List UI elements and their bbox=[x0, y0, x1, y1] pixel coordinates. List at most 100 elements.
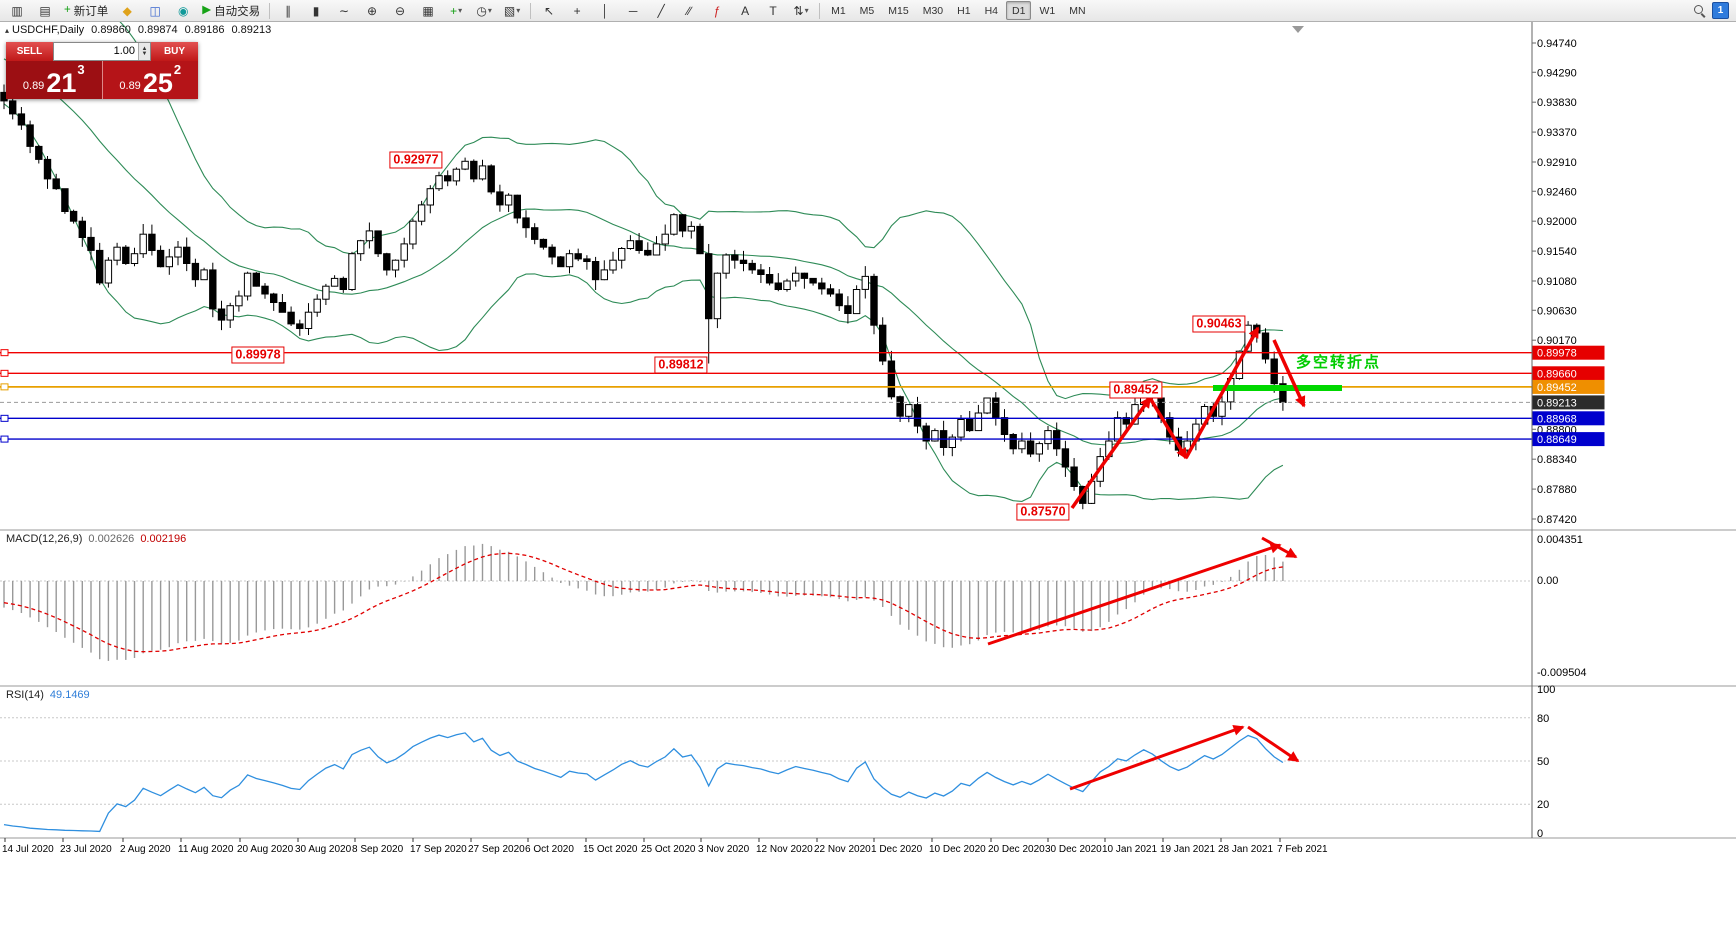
candlestick-chart-icon[interactable]: ▮ bbox=[303, 1, 329, 21]
market-watch-icon[interactable]: ◆ bbox=[114, 1, 140, 21]
timeframe-h1[interactable]: H1 bbox=[957, 4, 971, 17]
label-icon[interactable]: T bbox=[760, 1, 786, 21]
arrows-icon[interactable]: ⇅ ▾ bbox=[788, 1, 814, 21]
horizontal-line-icon[interactable]: ─ bbox=[620, 1, 646, 21]
timeframe-m1[interactable]: M1 bbox=[831, 4, 846, 17]
toolbar-separator bbox=[530, 2, 532, 19]
candle bbox=[174, 246, 182, 258]
new-order-button[interactable]: + 新订单 bbox=[60, 1, 112, 21]
level-line-handle[interactable] bbox=[0, 414, 9, 422]
candle bbox=[322, 285, 330, 300]
date-axis-label: 25 Oct 2020 bbox=[641, 844, 696, 855]
volume-value[interactable]: 1.00 bbox=[113, 45, 135, 57]
navigator-icon: ◉ bbox=[177, 3, 189, 18]
bar-chart-icon[interactable]: ∥ bbox=[275, 1, 301, 21]
macd-signal-line bbox=[3, 552, 1283, 653]
channel-icon[interactable]: ∕∕ bbox=[676, 1, 702, 21]
volume-field[interactable]: 1.00 ▲ ▼ bbox=[53, 42, 151, 61]
navigator-icon[interactable]: ◉ bbox=[170, 1, 196, 21]
autotrading-button[interactable]: ▶ 自动交易 bbox=[198, 1, 264, 21]
cursor-icon[interactable]: ↖ bbox=[536, 1, 562, 21]
zoom-in-icon[interactable]: ⊕ bbox=[359, 1, 385, 21]
arrows-icon: ⇅ bbox=[793, 3, 804, 18]
price-callout[interactable]: 0.90463 bbox=[1192, 315, 1246, 333]
new-chart-icon[interactable]: ▥ bbox=[4, 1, 30, 21]
candle bbox=[61, 188, 69, 212]
autotrading-button-label: 自动交易 bbox=[214, 5, 261, 18]
timeframe-m30[interactable]: M30 bbox=[922, 4, 944, 17]
price-callout[interactable]: 0.87570 bbox=[1016, 503, 1070, 521]
price-axis[interactable]: 0.94740 0.94290 0.93830 0.93370 0.92910 0.924… bbox=[1532, 38, 1605, 840]
timeframe-d1[interactable]: D1 bbox=[1006, 1, 1032, 20]
collapse-icon[interactable]: ▴ bbox=[5, 26, 10, 35]
spinner-up-icon[interactable]: ▲ bbox=[141, 45, 148, 52]
candle bbox=[783, 280, 791, 290]
candle bbox=[1261, 332, 1270, 360]
buy-price[interactable]: 0.89 25 2 bbox=[101, 61, 198, 99]
timeframe-w1[interactable]: W1 bbox=[1039, 4, 1056, 17]
one-click-trading-panel: SELL 1.00 ▲ ▼ BUY 0.89 21 3 0.89 25 2 bbox=[6, 42, 198, 99]
indicators-icon[interactable]: + ▾ bbox=[443, 1, 469, 21]
candle bbox=[365, 230, 374, 242]
timeframe-mn[interactable]: MN bbox=[1069, 4, 1086, 17]
price-callout[interactable]: 0.89812 bbox=[654, 356, 708, 374]
line-chart-icon[interactable]: ∼ bbox=[331, 1, 357, 21]
text-icon[interactable]: A bbox=[732, 1, 758, 21]
level-line-handle[interactable] bbox=[0, 369, 9, 377]
candle bbox=[661, 233, 669, 245]
candle bbox=[417, 204, 426, 222]
price-callout[interactable]: 0.92977 bbox=[389, 151, 443, 169]
candle bbox=[870, 275, 878, 326]
plus-icon: + bbox=[64, 3, 71, 16]
timeframe-m15[interactable]: M15 bbox=[888, 4, 909, 17]
trend-arrow[interactable] bbox=[1247, 725, 1300, 763]
zoom-out-icon[interactable]: ⊖ bbox=[387, 1, 413, 21]
trend-arrow[interactable] bbox=[1184, 326, 1260, 459]
candle bbox=[104, 259, 113, 284]
candle bbox=[626, 240, 635, 249]
candle bbox=[652, 243, 661, 256]
candle bbox=[1044, 430, 1052, 445]
trend-arrow[interactable] bbox=[987, 542, 1282, 646]
candle bbox=[504, 194, 513, 206]
price-callout[interactable]: 0.89978 bbox=[231, 346, 285, 364]
trend-arrow[interactable] bbox=[1070, 396, 1152, 510]
spinner-down-icon[interactable]: ▼ bbox=[141, 50, 148, 57]
crosshair-icon[interactable]: + bbox=[564, 1, 590, 21]
search-icon[interactable] bbox=[1692, 3, 1707, 18]
trendline-icon[interactable]: ╱ bbox=[648, 1, 674, 21]
fibonacci-icon: ƒ bbox=[713, 3, 721, 18]
fibonacci-icon[interactable]: ƒ bbox=[704, 1, 730, 21]
timeframe-m5[interactable]: M5 bbox=[859, 4, 875, 17]
candle bbox=[52, 178, 60, 190]
level-line-handle[interactable] bbox=[0, 435, 9, 443]
sell-price[interactable]: 0.89 21 3 bbox=[6, 61, 102, 99]
timeframe-h4[interactable]: H4 bbox=[984, 4, 999, 17]
new-order-button-label: 新订单 bbox=[73, 5, 109, 18]
level-line-handle[interactable] bbox=[0, 383, 9, 391]
turning-point-label[interactable]: 多空转折点 bbox=[1296, 354, 1382, 371]
level-line-handle[interactable] bbox=[0, 349, 9, 357]
profiles-icon[interactable]: ▤ bbox=[32, 1, 58, 21]
data-window-icon[interactable]: ◫ bbox=[142, 1, 168, 21]
price-callout[interactable]: 0.89452 bbox=[1109, 381, 1163, 399]
date-axis-label: 14 Jul 2020 bbox=[2, 844, 54, 855]
periods-icon[interactable]: ◷ ▾ bbox=[471, 1, 497, 21]
tile-windows-icon[interactable]: ▦ bbox=[415, 1, 441, 21]
volume-spinner[interactable]: ▲ ▼ bbox=[138, 43, 150, 60]
trend-arrow[interactable] bbox=[1148, 397, 1188, 460]
vertical-line-icon[interactable]: │ bbox=[592, 1, 618, 21]
templates-icon[interactable]: ▧ ▾ bbox=[499, 1, 525, 21]
trend-arrow[interactable] bbox=[1261, 536, 1298, 559]
notification-badge[interactable]: 1 bbox=[1712, 2, 1729, 19]
trend-arrow[interactable] bbox=[1272, 339, 1306, 408]
candle bbox=[444, 175, 452, 182]
trend-arrow[interactable] bbox=[1069, 724, 1245, 791]
candle bbox=[1113, 417, 1122, 442]
sell-button[interactable]: SELL bbox=[6, 42, 53, 61]
date-axis[interactable]: 14 Jul 2020 23 Jul 2020 2 Aug 2020 11 Aug 2… bbox=[2, 838, 1328, 855]
rsi-axis-label: 50 bbox=[1537, 756, 1549, 768]
candle bbox=[861, 275, 869, 290]
buy-button[interactable]: BUY bbox=[151, 42, 198, 61]
